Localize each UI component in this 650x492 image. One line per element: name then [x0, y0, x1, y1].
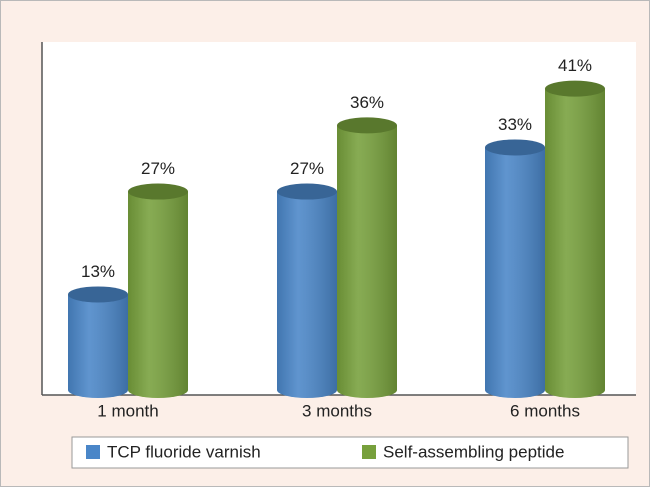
bar-top: [485, 139, 545, 156]
bar-shade: [277, 191, 337, 398]
legend: [71, 436, 629, 469]
data-label: 27%: [290, 159, 324, 178]
x-tick-label: 3 months: [302, 401, 372, 420]
data-label: 33%: [498, 115, 532, 134]
legend-swatch: [86, 445, 100, 459]
bar-top: [68, 286, 128, 303]
bar-shade: [545, 88, 605, 399]
x-tick-label: 6 months: [510, 401, 580, 420]
bar-top: [337, 117, 397, 134]
bar-shade: [68, 294, 128, 398]
legend-swatch: [362, 445, 376, 459]
bar-top: [277, 183, 337, 200]
bar-top: [128, 183, 188, 200]
data-label: 27%: [141, 159, 175, 178]
bar-shade: [337, 125, 397, 399]
legend-label: Self-assembling peptide: [383, 442, 564, 461]
data-label: 41%: [558, 56, 592, 75]
bar-shade: [485, 147, 545, 398]
legend-label: TCP fluoride varnish: [107, 442, 261, 461]
x-tick-label: 1 month: [97, 401, 158, 420]
bar-shade: [128, 191, 188, 398]
data-label: 13%: [81, 262, 115, 281]
bar-top: [545, 80, 605, 97]
data-label: 36%: [350, 93, 384, 112]
